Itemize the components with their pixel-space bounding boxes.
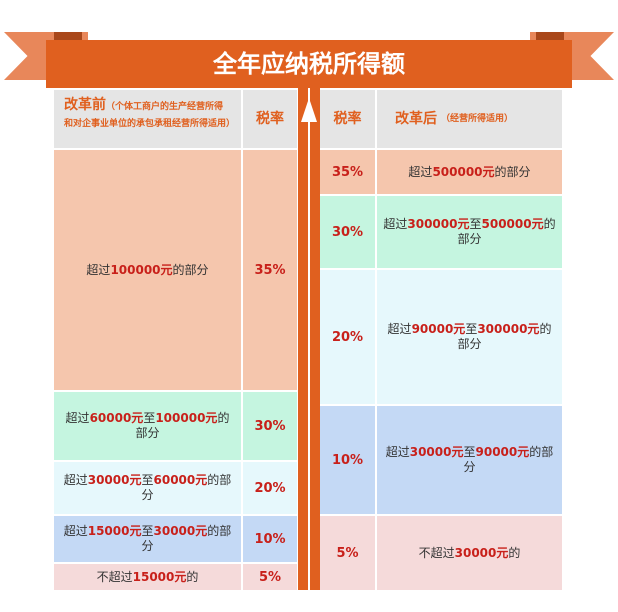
right-header-note: （经营所得适用）	[441, 113, 514, 124]
range-text: 的部分	[494, 164, 531, 179]
range-text: 15000元	[132, 569, 187, 584]
range-text: 超过	[387, 322, 412, 336]
range-text: 至	[469, 217, 482, 231]
range-text: 60000元	[89, 411, 144, 425]
left-range-cell: 不超过15000元的	[54, 564, 241, 590]
left-rate-cell: 20%	[243, 462, 297, 514]
range-text: 至	[143, 411, 156, 425]
range-text: 不超过	[418, 545, 455, 560]
right-range-cell: 超过90000元至300000元的部分	[377, 270, 562, 404]
range-text: 30000元	[153, 524, 208, 538]
range-text: 至	[141, 524, 154, 538]
left-header: 改革前（个体工商户的生产经营所得和对企事业单位的承包承租经营所得适用）	[54, 90, 241, 148]
range-text: 超过	[408, 164, 433, 179]
range-text: 的部分	[135, 411, 230, 440]
range-text: 的部分	[463, 445, 554, 474]
arrow-bar-left	[298, 88, 308, 590]
right-range-cell: 超过30000元至90000元的部分	[377, 406, 562, 514]
left-rate-cell: 5%	[243, 564, 297, 590]
right-rate-cell: 10%	[320, 406, 375, 514]
range-text: 90000元	[475, 445, 530, 459]
right-range-cell: 超过300000元至500000元的部分	[377, 196, 562, 268]
left-rate-header: 税率	[243, 90, 297, 148]
left-range-cell: 超过100000元的部分	[54, 150, 241, 390]
range-text: 超过	[383, 217, 408, 231]
left-header-label: 改革前	[64, 97, 106, 113]
right-header: 改革后 （经营所得适用）	[377, 90, 562, 148]
range-text: 的部分	[457, 322, 552, 351]
range-text: 300000元	[477, 322, 540, 336]
range-text: 至	[463, 445, 476, 459]
range-text: 90000元	[411, 322, 466, 336]
page-title: 全年应纳税所得额	[46, 40, 572, 88]
right-range-cell: 超过500000元的部分	[377, 150, 562, 194]
right-rate-cell: 30%	[320, 196, 375, 268]
range-text: 不超过	[96, 569, 133, 584]
arrow-up-icon	[301, 98, 317, 590]
range-text: 超过	[65, 411, 90, 425]
range-text: 100000元	[110, 262, 173, 277]
left-range-cell: 超过15000元至30000元的部分	[54, 516, 241, 562]
range-text: 的部分	[141, 473, 232, 502]
range-text: 超过	[86, 262, 111, 277]
left-range-cell: 超过60000元至100000元的部分	[54, 392, 241, 460]
range-text: 的部分	[457, 217, 556, 246]
right-rate-cell: 5%	[320, 516, 375, 590]
arrow-bar-right	[310, 88, 320, 590]
range-text: 500000元	[432, 164, 495, 179]
range-text: 的部分	[141, 524, 232, 553]
range-text: 30000元	[454, 545, 509, 560]
range-text: 30000元	[409, 445, 464, 459]
left-rate-cell: 10%	[243, 516, 297, 562]
range-text: 15000元	[87, 524, 142, 538]
range-text: 30000元	[87, 473, 142, 487]
right-rate-cell: 35%	[320, 150, 375, 194]
left-rate-cell: 30%	[243, 392, 297, 460]
range-text: 100000元	[155, 411, 218, 425]
range-text: 500000元	[481, 217, 544, 231]
range-text: 超过	[63, 524, 88, 538]
left-rate-cell: 35%	[243, 150, 297, 390]
range-text: 超过	[385, 445, 410, 459]
range-text: 至	[141, 473, 154, 487]
ribbon-fold-right	[536, 32, 564, 41]
ribbon-fold-left	[54, 32, 82, 41]
range-text: 300000元	[407, 217, 470, 231]
right-rate-cell: 20%	[320, 270, 375, 404]
range-text: 超过	[63, 473, 88, 487]
range-text: 的	[508, 545, 521, 560]
right-range-cell: 不超过30000元的	[377, 516, 562, 590]
range-text: 至	[465, 322, 478, 336]
left-header-note: （个体工商户的生产经营所得和对企事业单位的承包承租经营所得适用）	[64, 102, 236, 129]
range-text: 的部分	[172, 262, 209, 277]
left-range-cell: 超过30000元至60000元的部分	[54, 462, 241, 514]
range-text: 的	[186, 569, 199, 584]
right-rate-header: 税率	[320, 90, 375, 148]
range-text: 60000元	[153, 473, 208, 487]
right-header-label: 改革后	[395, 110, 437, 127]
